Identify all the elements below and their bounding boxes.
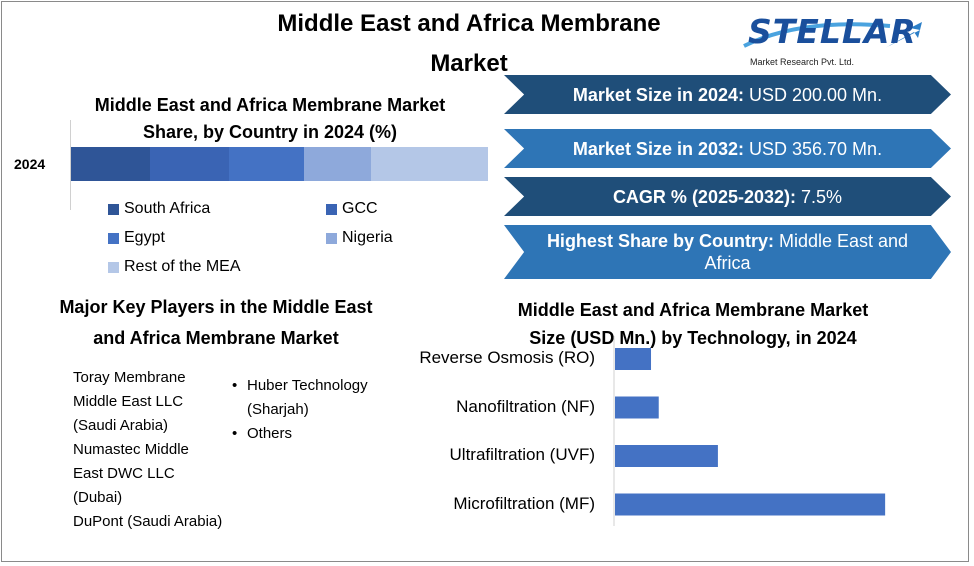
legend-label: Rest of the MEA [124,258,241,275]
legend-swatch [326,232,337,244]
logo-tagline: Market Research Pvt. Ltd. [750,57,855,67]
tech-category-label: Nanofiltration (NF) [456,396,595,416]
players-title: Major Key Players in the Middle East and… [59,297,373,348]
share-stacked-bar [71,147,488,181]
logo-swoosh-icon [743,22,922,48]
stat-label: CAGR % (2025-2032): [612,186,797,207]
stat-value: USD 200.00 Mn. [744,84,883,105]
legend-item: South Africa [108,200,210,218]
share-chart-year-label: 2024 [14,156,46,172]
tech-bar [615,445,718,467]
tech-chart-svg [613,336,886,526]
player-item: Huber Technology (Sharjah) [232,374,392,422]
stat-banner: Market Size in 2032: USD 356.70 Mn. [504,129,951,168]
player-item: Numastec Middle East DWC LLC (Dubai) [73,441,189,506]
stat-value: 7.5% [796,186,843,207]
share-chart-title: Middle East and Africa Membrane Market S… [94,95,446,142]
legend-label: Egypt [124,229,165,246]
legend-item: Nigeria [326,229,393,247]
legend-label: GCC [342,200,378,217]
legend-swatch [108,203,119,215]
stat-value: USD 356.70 Mn. [744,138,883,159]
stat-label: Market Size in 2032: [572,138,744,159]
share-bar-segment [150,147,230,181]
stat-value: Middle East and Africa [704,231,909,273]
stat-banner: CAGR % (2025-2032): 7.5% [504,177,951,216]
tech-bar-chart: Reverse Osmosis (RO) Nanofiltration (NF) U… [400,336,900,526]
legend-item: Egypt [108,229,165,247]
tech-category-label: Reverse Osmosis (RO) [419,348,595,367]
share-bar-segment [304,147,372,181]
legend-label: South Africa [124,200,211,217]
players-list-left: Toray Membrane Middle East LLC (Saudi Ar… [73,366,223,534]
legend-swatch [326,203,337,215]
stat-label: Highest Share by Country: [546,231,774,251]
tech-category-label: Ultrafiltration (UVF) [449,445,595,464]
legend-item: GCC [326,200,378,218]
legend-swatch [108,261,119,273]
player-item: Toray Membrane Middle East LLC (Saudi Ar… [73,369,186,434]
player-item: Others [232,422,392,446]
stellar-logo: STELLAR Market Research Pvt. Ltd. [740,8,930,72]
legend-label: Nigeria [342,229,393,246]
tech-chart-title: Middle East and Africa Membrane Market S… [517,300,869,348]
tech-category-label: Microfiltration (MF) [453,493,595,513]
stat-banner: Market Size in 2024: USD 200.00 Mn. [504,75,951,114]
legend-item: Rest of the MEA [108,258,241,276]
share-bar-segment [371,147,488,181]
tech-bar [615,493,886,516]
tech-bar [615,396,659,419]
tech-bar [615,348,652,370]
page-title: Middle East and Africa Membrane Market [277,10,661,77]
player-item: DuPont (Saudi Arabia) [73,513,223,530]
logo-wordmark: STELLAR [748,12,917,51]
stat-label: Market Size in 2024: [572,84,744,105]
legend-swatch [108,232,119,244]
stat-banner: Highest Share by Country: Middle East an… [504,225,951,279]
share-bar-segment [229,147,305,181]
players-list-right: Huber Technology (Sharjah)Others [232,374,392,446]
share-bar-segment [71,147,151,181]
share-chart-axis [70,120,71,210]
